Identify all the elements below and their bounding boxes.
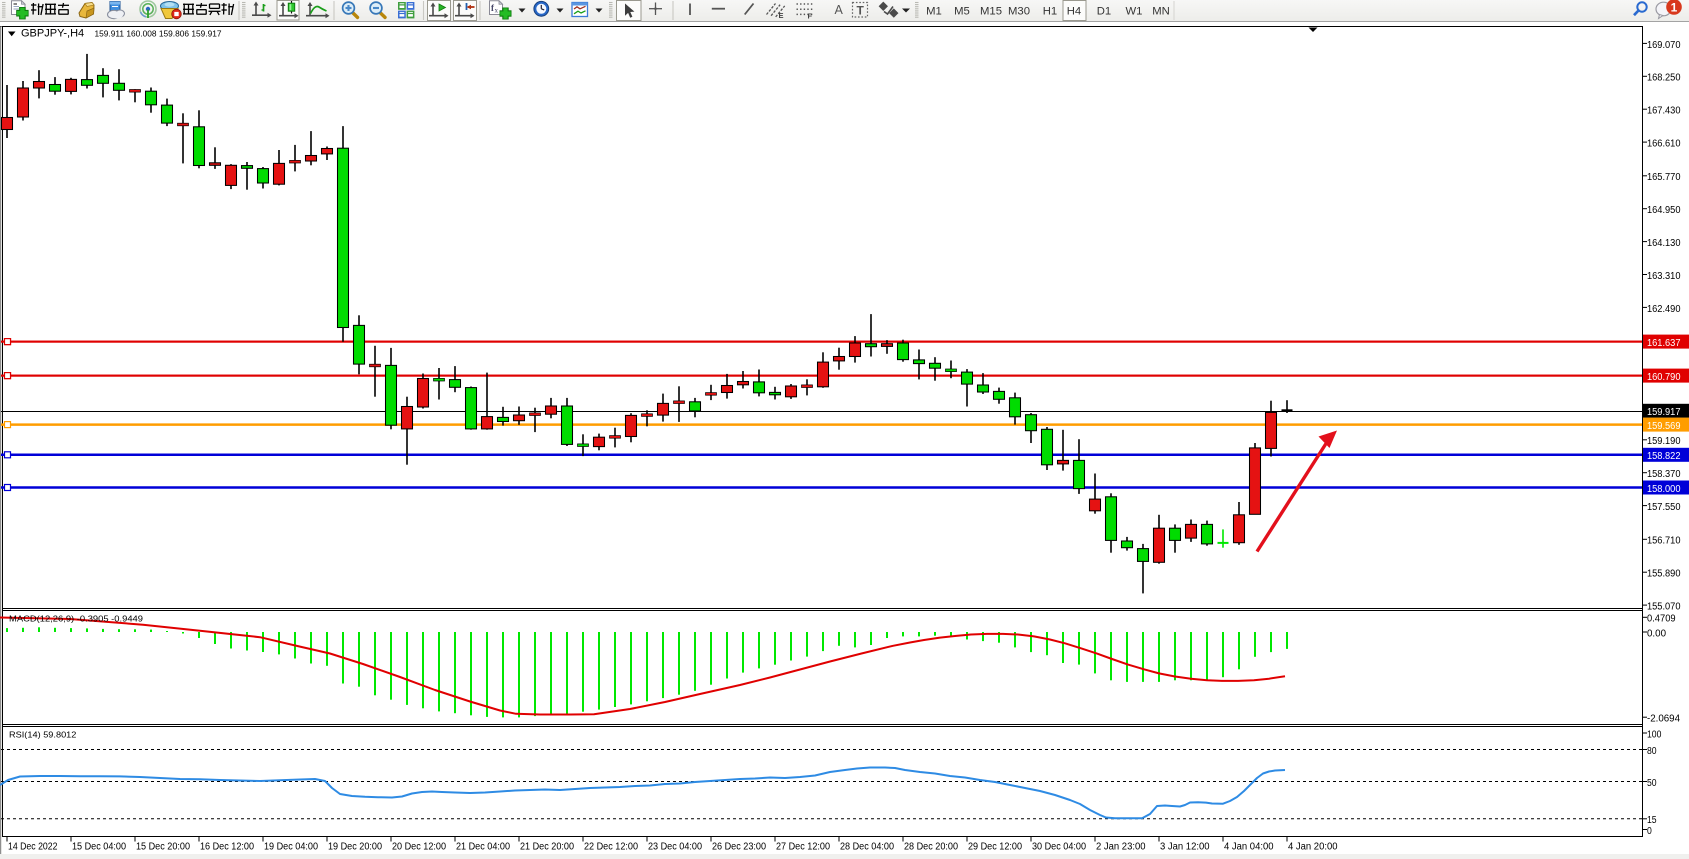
svg-text:158.370: 158.370 [1647,469,1681,480]
svg-text:x: x [495,7,499,15]
svg-text:80: 80 [1647,746,1657,757]
svg-text:21 Dec 20:00: 21 Dec 20:00 [520,842,574,853]
svg-text:158.000: 158.000 [1647,484,1681,495]
svg-text:W1: W1 [1126,6,1143,18]
svg-text:20 Dec 12:00: 20 Dec 12:00 [392,842,446,853]
svg-text:159.917: 159.917 [1647,407,1681,418]
svg-text:16 Dec 12:00: 16 Dec 12:00 [200,842,254,853]
svg-text:M1: M1 [926,6,942,18]
svg-text:D1: D1 [1097,6,1111,18]
svg-text:A: A [835,3,844,17]
svg-text:27 Dec 12:00: 27 Dec 12:00 [776,842,830,853]
svg-text:GBPJPY-,H4: GBPJPY-,H4 [21,28,84,40]
svg-text:15 Dec 04:00: 15 Dec 04:00 [72,842,126,853]
svg-text:100: 100 [1647,729,1662,740]
svg-text:4 Jan 04:00: 4 Jan 04:00 [1224,842,1274,853]
svg-text:19 Dec 04:00: 19 Dec 04:00 [264,842,318,853]
svg-text:1: 1 [1671,1,1678,15]
svg-text:164.950: 164.950 [1647,205,1681,216]
svg-text:169.070: 169.070 [1647,40,1681,51]
svg-text:157.550: 157.550 [1647,502,1681,513]
svg-text:f: f [491,3,495,13]
svg-text:167.430: 167.430 [1647,106,1681,117]
svg-text:T: T [857,4,865,18]
svg-text:159.190: 159.190 [1647,436,1681,447]
svg-text:159.569: 159.569 [1647,421,1681,432]
svg-text:26 Dec 23:00: 26 Dec 23:00 [712,842,766,853]
svg-text:M30: M30 [1008,6,1030,18]
svg-text:RSI(14) 59.8012: RSI(14) 59.8012 [9,730,77,740]
svg-text:E: E [779,11,784,20]
svg-text:22 Dec 12:00: 22 Dec 12:00 [584,842,638,853]
svg-text:M5: M5 [954,6,970,18]
svg-text:28 Dec 04:00: 28 Dec 04:00 [840,842,894,853]
svg-text:161.637: 161.637 [1647,338,1681,349]
svg-text:15: 15 [1647,815,1657,826]
svg-text:29 Dec 12:00: 29 Dec 12:00 [968,842,1022,853]
svg-text:166.610: 166.610 [1647,139,1681,150]
svg-text:163.310: 163.310 [1647,271,1681,282]
svg-text:165.770: 165.770 [1647,172,1681,183]
svg-text:19 Dec 20:00: 19 Dec 20:00 [328,842,382,853]
svg-text:160.790: 160.790 [1647,372,1681,383]
svg-text:15 Dec 20:00: 15 Dec 20:00 [136,842,190,853]
svg-text:MN: MN [1152,6,1170,18]
svg-text:H4: H4 [1067,6,1081,18]
svg-text:0: 0 [1647,826,1652,837]
svg-text:0.4709: 0.4709 [1647,614,1676,625]
svg-text:M15: M15 [980,6,1002,18]
svg-text:0.00: 0.00 [1647,628,1666,639]
svg-text:155.890: 155.890 [1647,569,1681,580]
svg-text:MACD(12,26,9) -0.3905 -0.9449: MACD(12,26,9) -0.3905 -0.9449 [9,614,143,624]
svg-text:23 Dec 04:00: 23 Dec 04:00 [648,842,702,853]
svg-text:50: 50 [1647,778,1657,789]
svg-text:21 Dec 04:00: 21 Dec 04:00 [456,842,510,853]
svg-text:162.490: 162.490 [1647,304,1681,315]
svg-text:155.070: 155.070 [1647,602,1681,613]
svg-text:28 Dec 20:00: 28 Dec 20:00 [904,842,958,853]
svg-text:156.710: 156.710 [1647,536,1681,547]
svg-text:F: F [808,12,813,21]
svg-text:2 Jan 23:00: 2 Jan 23:00 [1096,842,1146,853]
svg-text:164.130: 164.130 [1647,238,1681,249]
svg-text:3 Jan 12:00: 3 Jan 12:00 [1160,842,1210,853]
svg-text:30 Dec 04:00: 30 Dec 04:00 [1032,842,1086,853]
svg-text:158.822: 158.822 [1647,451,1681,462]
svg-text:H1: H1 [1043,6,1057,18]
svg-text:4 Jan 20:00: 4 Jan 20:00 [1288,842,1338,853]
svg-text:168.250: 168.250 [1647,73,1681,84]
svg-text:14 Dec 2022: 14 Dec 2022 [8,842,58,853]
svg-text:159.911 160.008 159.806 159.91: 159.911 160.008 159.806 159.917 [95,28,222,38]
svg-text:-2.0694: -2.0694 [1647,714,1680,725]
